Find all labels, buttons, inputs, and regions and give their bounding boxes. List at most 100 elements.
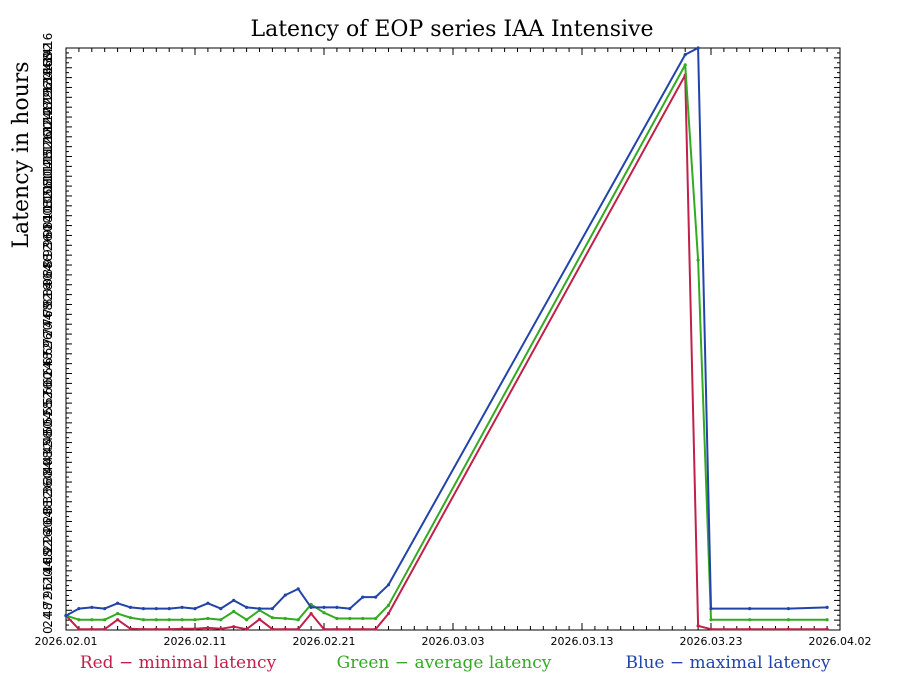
x-tick-label: 2026.02.11 (164, 635, 227, 648)
data-point (103, 607, 107, 611)
y-tick-label: 936 (41, 234, 55, 257)
y-axis-label: Latency in hours (9, 61, 34, 248)
data-point (825, 627, 829, 631)
data-point (270, 607, 274, 611)
data-point (141, 627, 145, 631)
chart-title: Latency of EOP series IAA Intensive (250, 17, 653, 42)
y-tick-label: 480 (41, 421, 55, 444)
y-tick-label: 792 (41, 293, 55, 316)
data-point (309, 611, 313, 616)
data-point (141, 618, 145, 622)
x-tick-label: 2026.04.02 (809, 635, 872, 648)
y-tick-label: 1368 (41, 52, 55, 83)
data-point (116, 618, 120, 622)
y-tick-label: 1296 (41, 82, 55, 113)
data-point (709, 618, 713, 622)
y-tick-label: 552 (41, 392, 55, 415)
y-tick-label: 720 (41, 323, 55, 346)
data-point (748, 607, 752, 611)
data-point (232, 625, 236, 629)
y-tick-label: 1008 (41, 200, 55, 231)
data-point (709, 607, 713, 611)
data-point (103, 618, 107, 622)
y-tick-label: 1344 (41, 62, 55, 93)
data-point (348, 627, 352, 631)
data-point (335, 627, 339, 631)
x-tick-label: 2026.03.23 (680, 635, 743, 648)
y-tick-label: 672 (41, 342, 55, 365)
y-tick-label: 1176 (41, 131, 55, 162)
y-tick-label: 576 (41, 382, 55, 405)
y-tick-label: 984 (41, 214, 55, 237)
y-tick-label: 456 (41, 431, 55, 454)
data-point (77, 618, 81, 622)
data-point (257, 607, 262, 611)
data-point (219, 627, 223, 631)
plot-area (65, 47, 841, 631)
x-tick-label: 2026.03.03 (422, 635, 485, 648)
legend-entry: Blue − maximal latency (626, 653, 831, 673)
data-point (245, 618, 249, 622)
data-point (348, 616, 352, 621)
data-point (374, 627, 378, 631)
y-tick-label: 864 (41, 263, 55, 286)
data-point (683, 52, 687, 57)
data-point (180, 627, 184, 631)
y-tick-label: 1320 (41, 72, 55, 103)
data-point (128, 627, 133, 631)
y-tick-label: 1080 (41, 171, 55, 202)
data-point (361, 627, 365, 631)
data-point (193, 627, 197, 631)
data-point (748, 627, 752, 631)
data-point (206, 601, 210, 605)
y-tick-label: 1128 (41, 151, 55, 182)
data-point (167, 618, 171, 622)
y-tick-label: 72 (41, 593, 55, 608)
data-point (386, 583, 391, 587)
y-tick-label: 168 (41, 549, 55, 572)
data-point (361, 595, 365, 599)
data-point (296, 627, 300, 631)
y-tick-label: 600 (41, 372, 55, 395)
data-point (361, 616, 365, 621)
data-point (77, 607, 81, 611)
data-point (322, 605, 326, 609)
y-tick-label: 1392 (41, 43, 55, 74)
y-tick-label: 120 (41, 569, 55, 592)
legend: Red − minimal latency Green − average lat… (80, 653, 831, 673)
y-tick-label: 264 (41, 510, 55, 533)
data-point (167, 607, 171, 611)
y-tick-label: 48 (41, 603, 55, 618)
y-tick-label: 1032 (41, 191, 55, 222)
data-point (219, 618, 223, 622)
legend-entry: Red − minimal latency (80, 653, 277, 673)
data-point (154, 607, 158, 611)
data-point (141, 607, 145, 611)
series-lines (64, 46, 829, 631)
data-point (245, 605, 249, 609)
y-tick-label: 1152 (41, 141, 55, 172)
data-point (283, 627, 287, 631)
data-point (257, 617, 262, 621)
data-point (90, 605, 94, 609)
y-tick-label: 1200 (41, 122, 55, 153)
y-tick-label: 240 (41, 520, 55, 543)
data-point (154, 627, 158, 631)
data-point (696, 46, 700, 50)
data-point (283, 616, 287, 621)
data-point (322, 627, 326, 631)
y-tick-label: 1272 (41, 92, 55, 123)
data-point (322, 611, 326, 615)
data-point (825, 618, 829, 622)
data-point (696, 258, 700, 262)
data-point (283, 593, 287, 597)
y-tick-label: 24 (41, 612, 55, 627)
data-point (232, 609, 236, 614)
data-point (167, 627, 171, 631)
data-point (116, 601, 120, 605)
data-point (206, 626, 210, 630)
data-point (90, 618, 94, 622)
y-tick-label: 384 (41, 461, 55, 484)
data-point (786, 607, 791, 611)
